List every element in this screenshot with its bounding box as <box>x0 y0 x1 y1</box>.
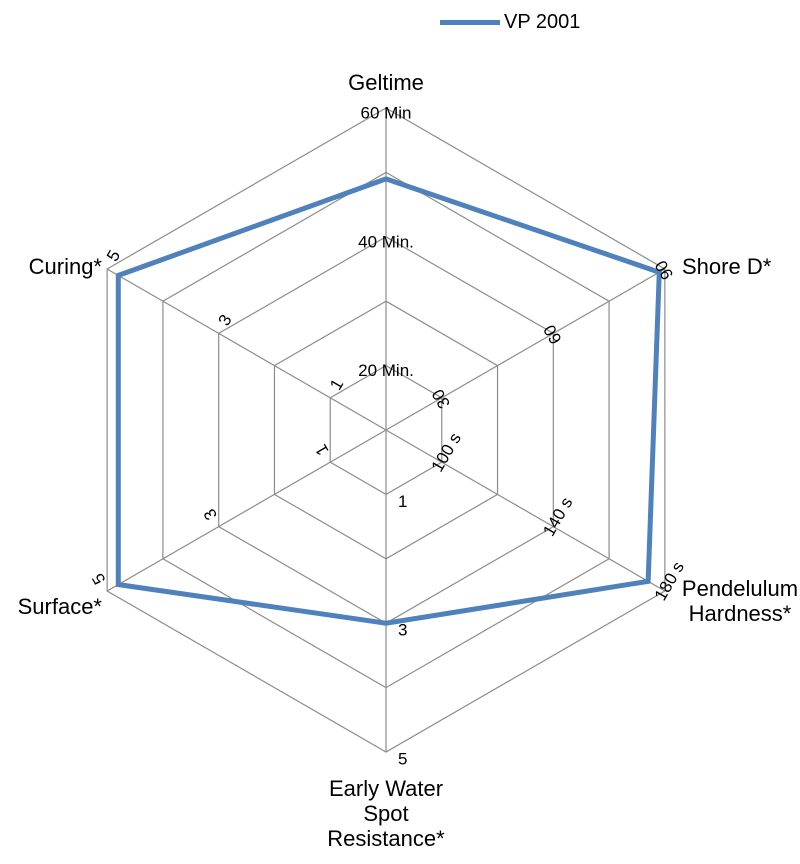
tick-label: 5 <box>398 749 407 768</box>
axis-title: Pendelulum <box>682 576 798 601</box>
axis-spoke <box>385 268 666 431</box>
legend-label: VP 2001 <box>504 10 581 33</box>
tick-label: 90 <box>651 257 677 283</box>
axis-spoke <box>106 268 387 431</box>
chart-series <box>115 176 662 626</box>
tick-label: 1 <box>398 492 407 511</box>
tick-label: 40 Min. <box>358 232 414 251</box>
tick-label: 5 <box>88 570 109 588</box>
tick-label: 3 <box>398 621 407 640</box>
tick-label: 3 <box>200 505 221 523</box>
chart-spokes <box>106 108 666 752</box>
tick-label: 5 <box>103 247 124 265</box>
tick-label: 30 <box>428 386 454 412</box>
axis-title: Early Water <box>329 776 443 801</box>
axis-spoke <box>106 429 387 592</box>
axis-title: Shore D* <box>682 254 772 279</box>
axis-title: Hardness* <box>689 601 792 626</box>
axis-title: Geltime <box>348 70 424 95</box>
axis-title: Curing* <box>29 254 103 279</box>
series-line <box>115 176 662 626</box>
tick-label: 60 Min <box>360 103 411 122</box>
tick-label: 3 <box>215 311 236 329</box>
tick-label: 100 s <box>428 430 465 476</box>
axis-title: Surface* <box>18 594 103 619</box>
axis-spoke <box>385 429 666 592</box>
tick-label: 1 <box>311 441 332 459</box>
tick-label: 20 Min. <box>358 361 414 380</box>
legend-swatch <box>440 19 500 25</box>
tick-label: 140 s <box>539 494 576 540</box>
tick-label: 1 <box>326 376 347 394</box>
axis-title: Spot <box>363 801 408 826</box>
axis-title: Resistance* <box>327 826 445 851</box>
tick-label: 60 <box>540 321 566 347</box>
legend: VP 2001 <box>440 8 580 36</box>
